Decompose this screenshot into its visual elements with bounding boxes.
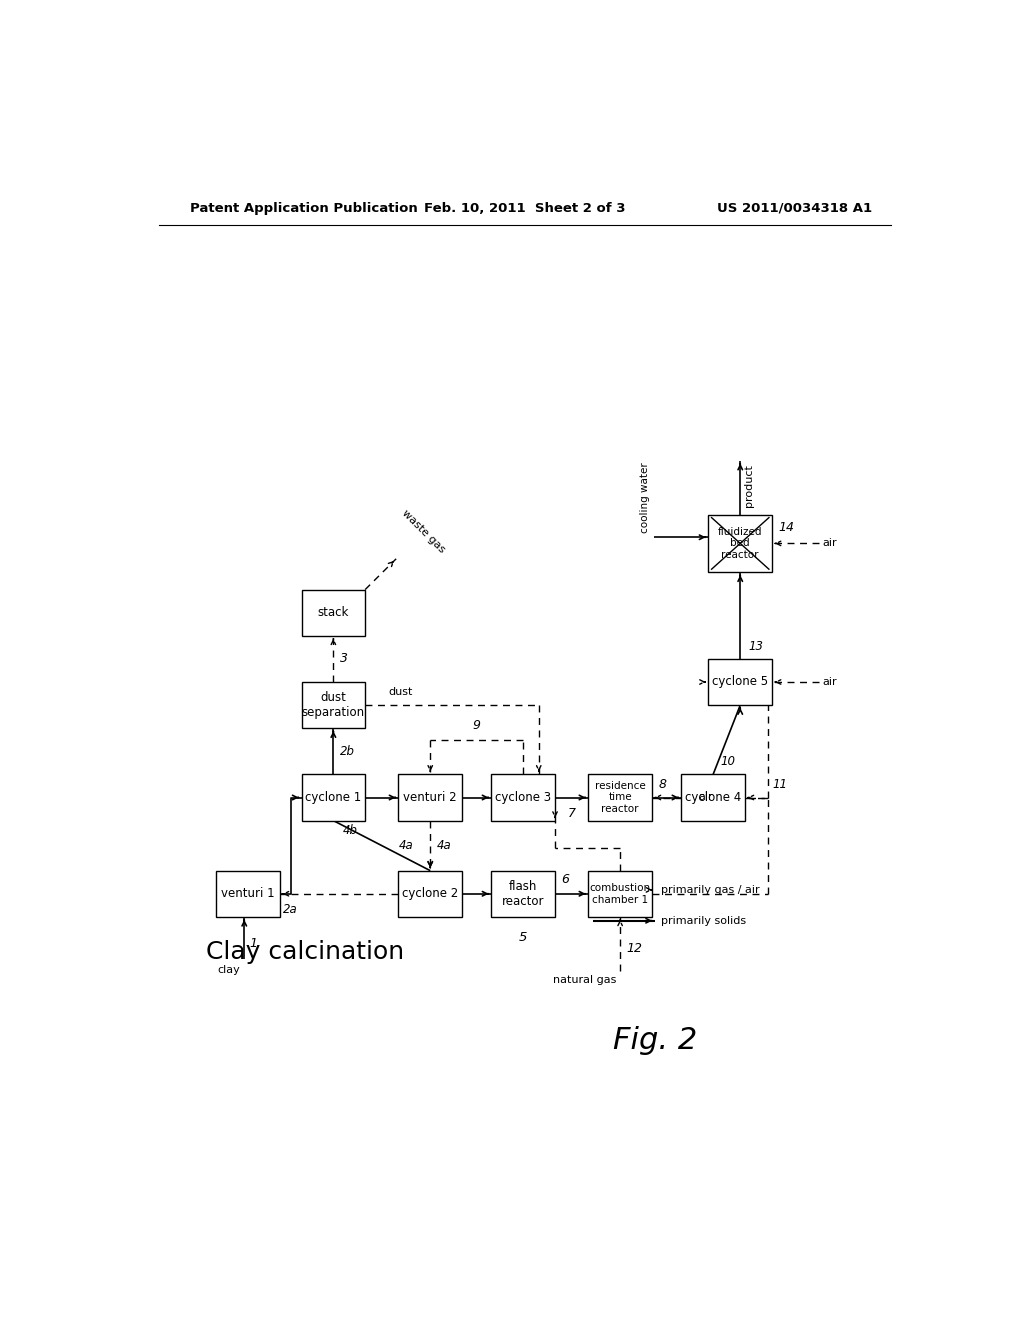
Text: US 2011/0034318 A1: US 2011/0034318 A1 bbox=[717, 202, 872, 215]
Text: 3: 3 bbox=[340, 652, 347, 665]
Text: combustion
chamber 1: combustion chamber 1 bbox=[590, 883, 650, 904]
Text: 4a: 4a bbox=[436, 840, 452, 853]
Text: 4b: 4b bbox=[343, 825, 357, 837]
Text: 2a: 2a bbox=[284, 903, 298, 916]
Text: 4a: 4a bbox=[398, 840, 414, 853]
Text: flash
reactor: flash reactor bbox=[502, 879, 545, 908]
Text: 8: 8 bbox=[658, 779, 666, 792]
Text: primarily gas / air: primarily gas / air bbox=[662, 884, 760, 895]
Text: air: air bbox=[822, 677, 837, 686]
Bar bbox=[492, 775, 555, 821]
Text: 13: 13 bbox=[748, 640, 763, 653]
Bar bbox=[589, 871, 652, 917]
Text: fluidized
bed
reactor: fluidized bed reactor bbox=[718, 527, 763, 560]
Text: cyclone 3: cyclone 3 bbox=[496, 791, 551, 804]
Text: natural gas: natural gas bbox=[553, 974, 616, 985]
Bar bbox=[709, 659, 772, 705]
Text: cyclone 4: cyclone 4 bbox=[685, 791, 741, 804]
Bar bbox=[216, 871, 280, 917]
Text: 9: 9 bbox=[473, 719, 480, 733]
Text: primarily solids: primarily solids bbox=[662, 916, 746, 925]
Text: venturi 1: venturi 1 bbox=[221, 887, 274, 900]
Bar bbox=[302, 590, 366, 636]
Text: residence
time
reactor: residence time reactor bbox=[595, 781, 645, 814]
Bar bbox=[398, 775, 462, 821]
Text: 7: 7 bbox=[567, 807, 575, 820]
Text: 12: 12 bbox=[627, 942, 642, 956]
Text: cooling water: cooling water bbox=[640, 462, 650, 533]
Bar bbox=[589, 775, 652, 821]
Text: product: product bbox=[744, 463, 754, 507]
Text: air: air bbox=[698, 792, 713, 803]
Text: 6: 6 bbox=[561, 873, 569, 886]
Text: venturi 2: venturi 2 bbox=[403, 791, 457, 804]
Text: Feb. 10, 2011  Sheet 2 of 3: Feb. 10, 2011 Sheet 2 of 3 bbox=[424, 202, 626, 215]
Bar bbox=[681, 775, 744, 821]
Text: clay: clay bbox=[218, 965, 241, 975]
Text: 1: 1 bbox=[249, 937, 257, 950]
Text: 5: 5 bbox=[519, 931, 527, 944]
Bar bbox=[302, 682, 366, 729]
Text: cyclone 2: cyclone 2 bbox=[402, 887, 459, 900]
Text: cyclone 1: cyclone 1 bbox=[305, 791, 361, 804]
Text: 11: 11 bbox=[772, 779, 787, 792]
Text: Patent Application Publication: Patent Application Publication bbox=[190, 202, 418, 215]
Text: dust: dust bbox=[388, 688, 413, 697]
Text: 14: 14 bbox=[778, 521, 795, 535]
Bar bbox=[492, 871, 555, 917]
Bar bbox=[398, 871, 462, 917]
Text: air: air bbox=[822, 539, 837, 548]
Text: waste gas: waste gas bbox=[400, 508, 446, 554]
Text: 10: 10 bbox=[721, 755, 736, 768]
Text: cyclone 5: cyclone 5 bbox=[712, 676, 768, 689]
Text: Clay calcination: Clay calcination bbox=[206, 940, 403, 964]
Text: Fig. 2: Fig. 2 bbox=[613, 1026, 697, 1055]
Text: 2b: 2b bbox=[340, 744, 354, 758]
Text: stack: stack bbox=[317, 606, 349, 619]
Bar bbox=[709, 515, 772, 573]
Text: dust
separation: dust separation bbox=[302, 692, 365, 719]
Bar bbox=[302, 775, 366, 821]
